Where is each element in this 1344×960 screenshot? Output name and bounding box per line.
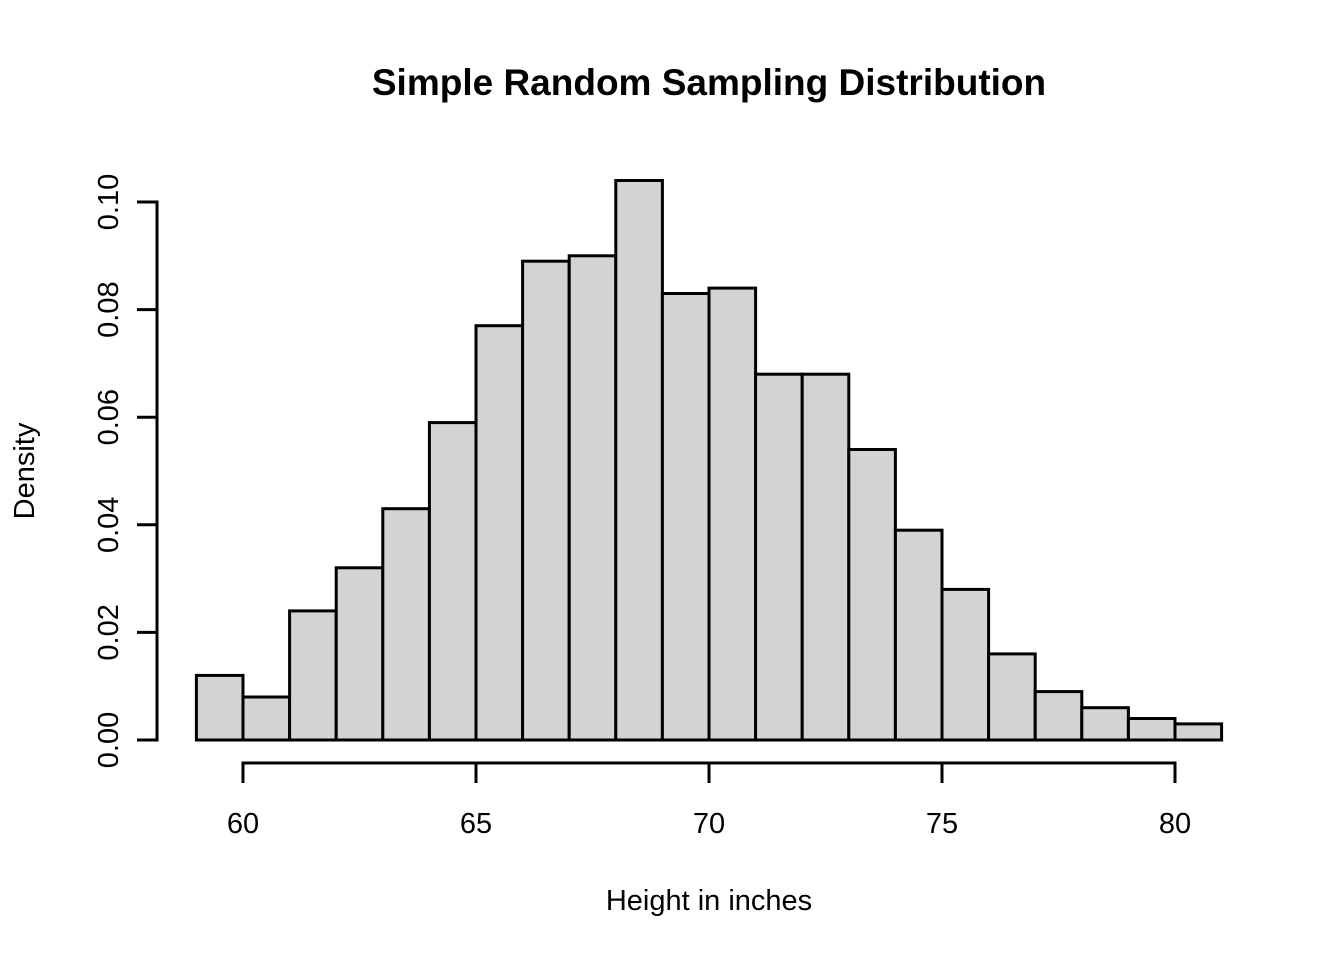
y-tick-label: 0.04 (93, 497, 125, 553)
y-tick-label: 0.00 (93, 712, 125, 768)
y-tick-label: 0.02 (93, 604, 125, 660)
histogram-bar (707, 286, 758, 742)
y-tick-label: 0.06 (93, 389, 125, 445)
histogram-bar (1173, 722, 1224, 742)
histogram-bar (1033, 690, 1084, 742)
histogram-bar (987, 652, 1037, 742)
y-axis-label: Density (9, 422, 41, 519)
x-tick-label: 70 (693, 808, 725, 840)
histogram-bar (521, 259, 571, 742)
bars-layer (194, 179, 1224, 742)
histogram-bar (940, 587, 991, 742)
histogram-bar (754, 372, 804, 742)
histogram-bar (847, 448, 897, 742)
histogram-bar (241, 695, 292, 742)
histogram-bar (660, 292, 711, 742)
x-tick-label: 60 (227, 808, 259, 840)
histogram-bar (427, 421, 478, 742)
y-tick-label: 0.08 (93, 281, 125, 337)
histogram-bar (614, 179, 664, 742)
histogram-bar (334, 566, 385, 742)
y-axis: 0.00 0.02 0.04 0.06 0.08 0.10 (93, 174, 159, 768)
y-tick-label: 0.10 (93, 174, 125, 230)
histogram-bar (1080, 706, 1130, 742)
chart-title: Simple Random Sampling Distribution (372, 62, 1046, 103)
histogram-bar (288, 609, 338, 742)
histogram-bar (474, 324, 525, 742)
histogram-bar (381, 507, 431, 742)
x-axis: 60 65 70 75 80 (227, 761, 1191, 840)
histogram-bar (194, 673, 245, 742)
histogram-bar (800, 372, 851, 742)
x-axis-label: Height in inches (606, 885, 812, 917)
x-tick-label: 65 (460, 808, 492, 840)
x-tick-label: 80 (1159, 808, 1191, 840)
histogram-bar (1126, 717, 1177, 742)
histogram-bar (567, 254, 618, 742)
x-tick-label: 75 (926, 808, 958, 840)
histogram-bar (893, 528, 944, 742)
